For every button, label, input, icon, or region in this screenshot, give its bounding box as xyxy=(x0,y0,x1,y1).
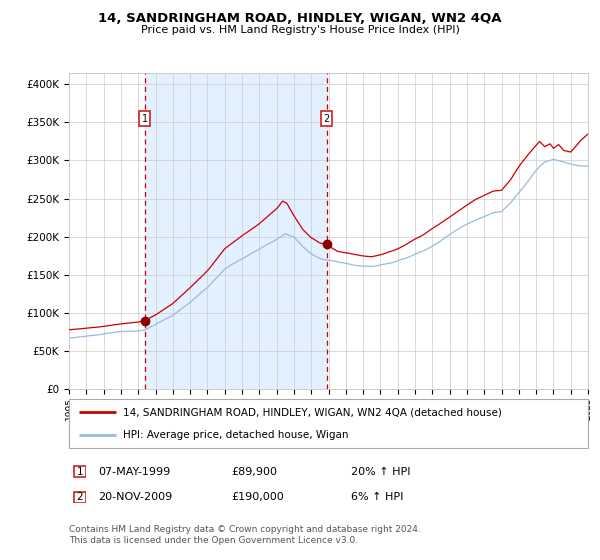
FancyBboxPatch shape xyxy=(74,466,86,477)
Text: 1: 1 xyxy=(142,114,148,124)
Text: 07-MAY-1999: 07-MAY-1999 xyxy=(98,466,170,477)
Text: 2: 2 xyxy=(323,114,330,124)
Text: 20% ↑ HPI: 20% ↑ HPI xyxy=(351,466,410,477)
Text: £89,900: £89,900 xyxy=(231,466,277,477)
Text: Price paid vs. HM Land Registry's House Price Index (HPI): Price paid vs. HM Land Registry's House … xyxy=(140,25,460,35)
Text: Contains HM Land Registry data © Crown copyright and database right 2024.
This d: Contains HM Land Registry data © Crown c… xyxy=(69,525,421,545)
Text: 20-NOV-2009: 20-NOV-2009 xyxy=(98,492,172,502)
Text: HPI: Average price, detached house, Wigan: HPI: Average price, detached house, Wiga… xyxy=(124,430,349,440)
Text: 14, SANDRINGHAM ROAD, HINDLEY, WIGAN, WN2 4QA: 14, SANDRINGHAM ROAD, HINDLEY, WIGAN, WN… xyxy=(98,12,502,25)
Text: 2: 2 xyxy=(76,492,83,502)
Text: 14, SANDRINGHAM ROAD, HINDLEY, WIGAN, WN2 4QA (detached house): 14, SANDRINGHAM ROAD, HINDLEY, WIGAN, WN… xyxy=(124,407,502,417)
Text: 6% ↑ HPI: 6% ↑ HPI xyxy=(351,492,403,502)
Text: £190,000: £190,000 xyxy=(231,492,284,502)
Text: 1: 1 xyxy=(76,466,83,477)
FancyBboxPatch shape xyxy=(69,399,588,448)
FancyBboxPatch shape xyxy=(74,492,86,503)
